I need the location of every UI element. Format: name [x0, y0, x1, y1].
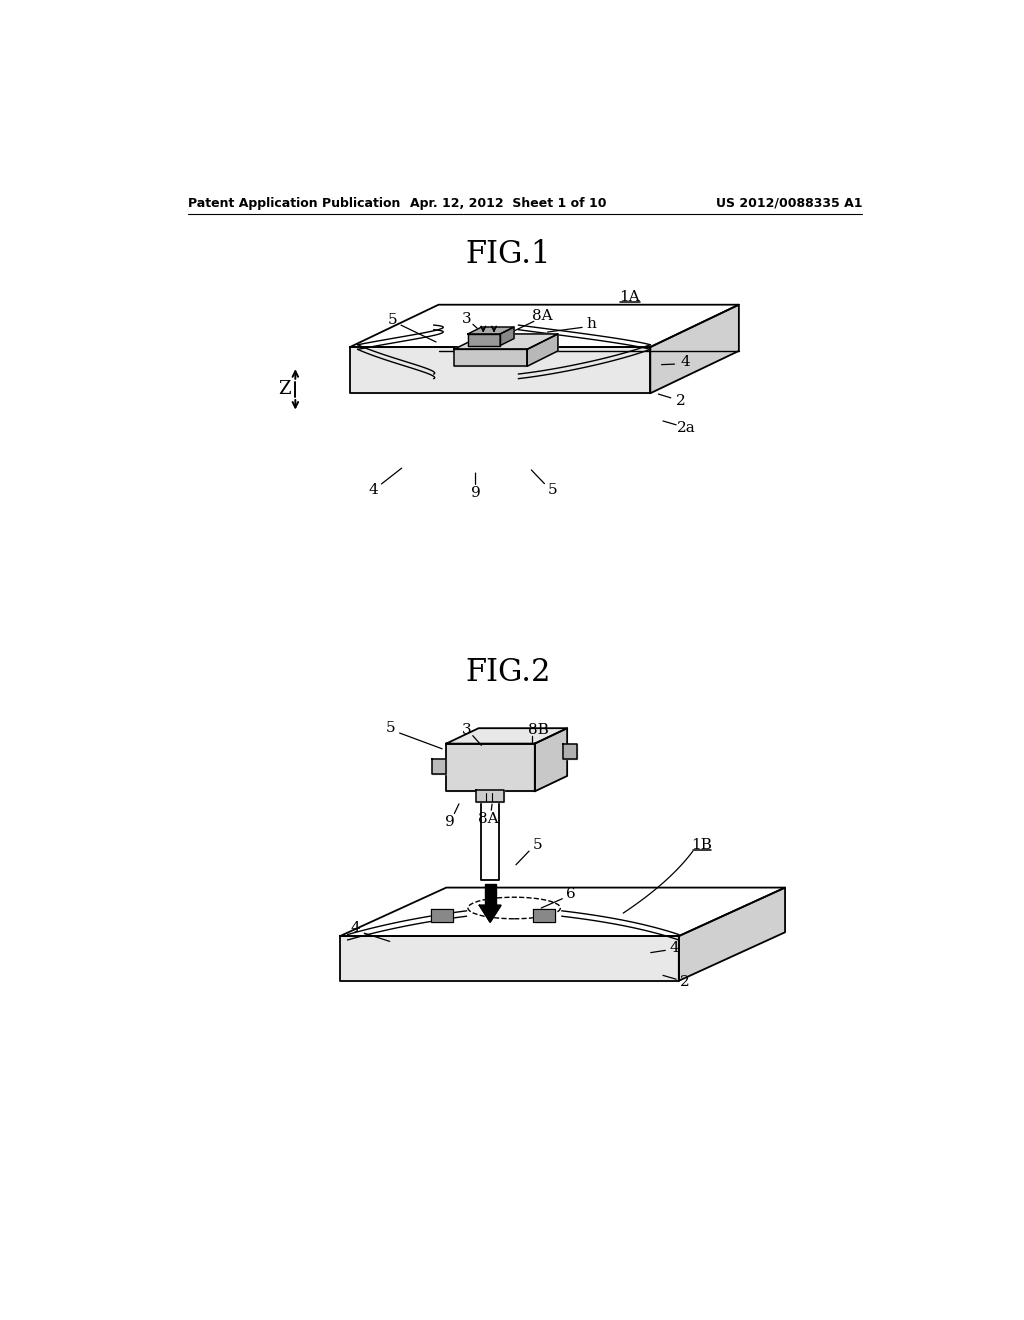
Text: 2: 2: [680, 975, 690, 989]
Polygon shape: [340, 887, 785, 936]
Polygon shape: [350, 305, 739, 347]
Polygon shape: [446, 743, 535, 792]
Polygon shape: [340, 936, 679, 981]
Text: 4: 4: [680, 355, 690, 370]
Text: 3: 3: [462, 312, 472, 326]
Polygon shape: [468, 334, 500, 346]
Text: US 2012/0088335 A1: US 2012/0088335 A1: [716, 197, 862, 210]
Text: 2a: 2a: [677, 421, 696, 434]
Polygon shape: [454, 350, 527, 367]
Text: 9: 9: [471, 486, 480, 500]
Text: FIG.2: FIG.2: [465, 657, 551, 688]
Text: Patent Application Publication: Patent Application Publication: [188, 197, 400, 210]
Polygon shape: [432, 759, 446, 775]
Polygon shape: [650, 305, 739, 393]
Text: Z: Z: [279, 380, 291, 399]
Polygon shape: [468, 327, 514, 334]
Polygon shape: [431, 909, 453, 921]
Text: 9: 9: [445, 816, 455, 829]
Polygon shape: [534, 909, 555, 921]
Polygon shape: [484, 884, 496, 906]
Polygon shape: [481, 792, 500, 880]
Polygon shape: [527, 334, 558, 367]
Text: 8A: 8A: [478, 812, 499, 826]
Text: 6: 6: [566, 887, 575, 900]
Text: h: h: [586, 317, 596, 331]
Text: 8A: 8A: [532, 309, 553, 323]
Text: 4: 4: [670, 941, 679, 954]
Polygon shape: [446, 729, 567, 743]
Text: 4: 4: [369, 483, 378, 496]
Text: 5: 5: [548, 483, 557, 496]
Text: Apr. 12, 2012  Sheet 1 of 10: Apr. 12, 2012 Sheet 1 of 10: [410, 197, 606, 210]
Text: 3: 3: [462, 723, 472, 737]
Text: 1B: 1B: [691, 838, 713, 853]
Text: 1A: 1A: [620, 290, 640, 304]
Text: 5: 5: [386, 721, 395, 735]
Text: 8B: 8B: [528, 723, 549, 737]
Text: 5: 5: [532, 838, 542, 853]
Polygon shape: [476, 789, 504, 803]
Text: 5: 5: [387, 313, 397, 327]
Text: 4: 4: [350, 921, 360, 936]
Polygon shape: [350, 347, 650, 393]
Polygon shape: [479, 906, 501, 923]
Polygon shape: [535, 729, 567, 792]
Text: FIG.1: FIG.1: [465, 239, 551, 271]
Polygon shape: [500, 327, 514, 346]
Text: 2: 2: [676, 393, 686, 408]
Polygon shape: [454, 334, 558, 350]
Polygon shape: [679, 887, 785, 981]
Polygon shape: [563, 743, 578, 759]
